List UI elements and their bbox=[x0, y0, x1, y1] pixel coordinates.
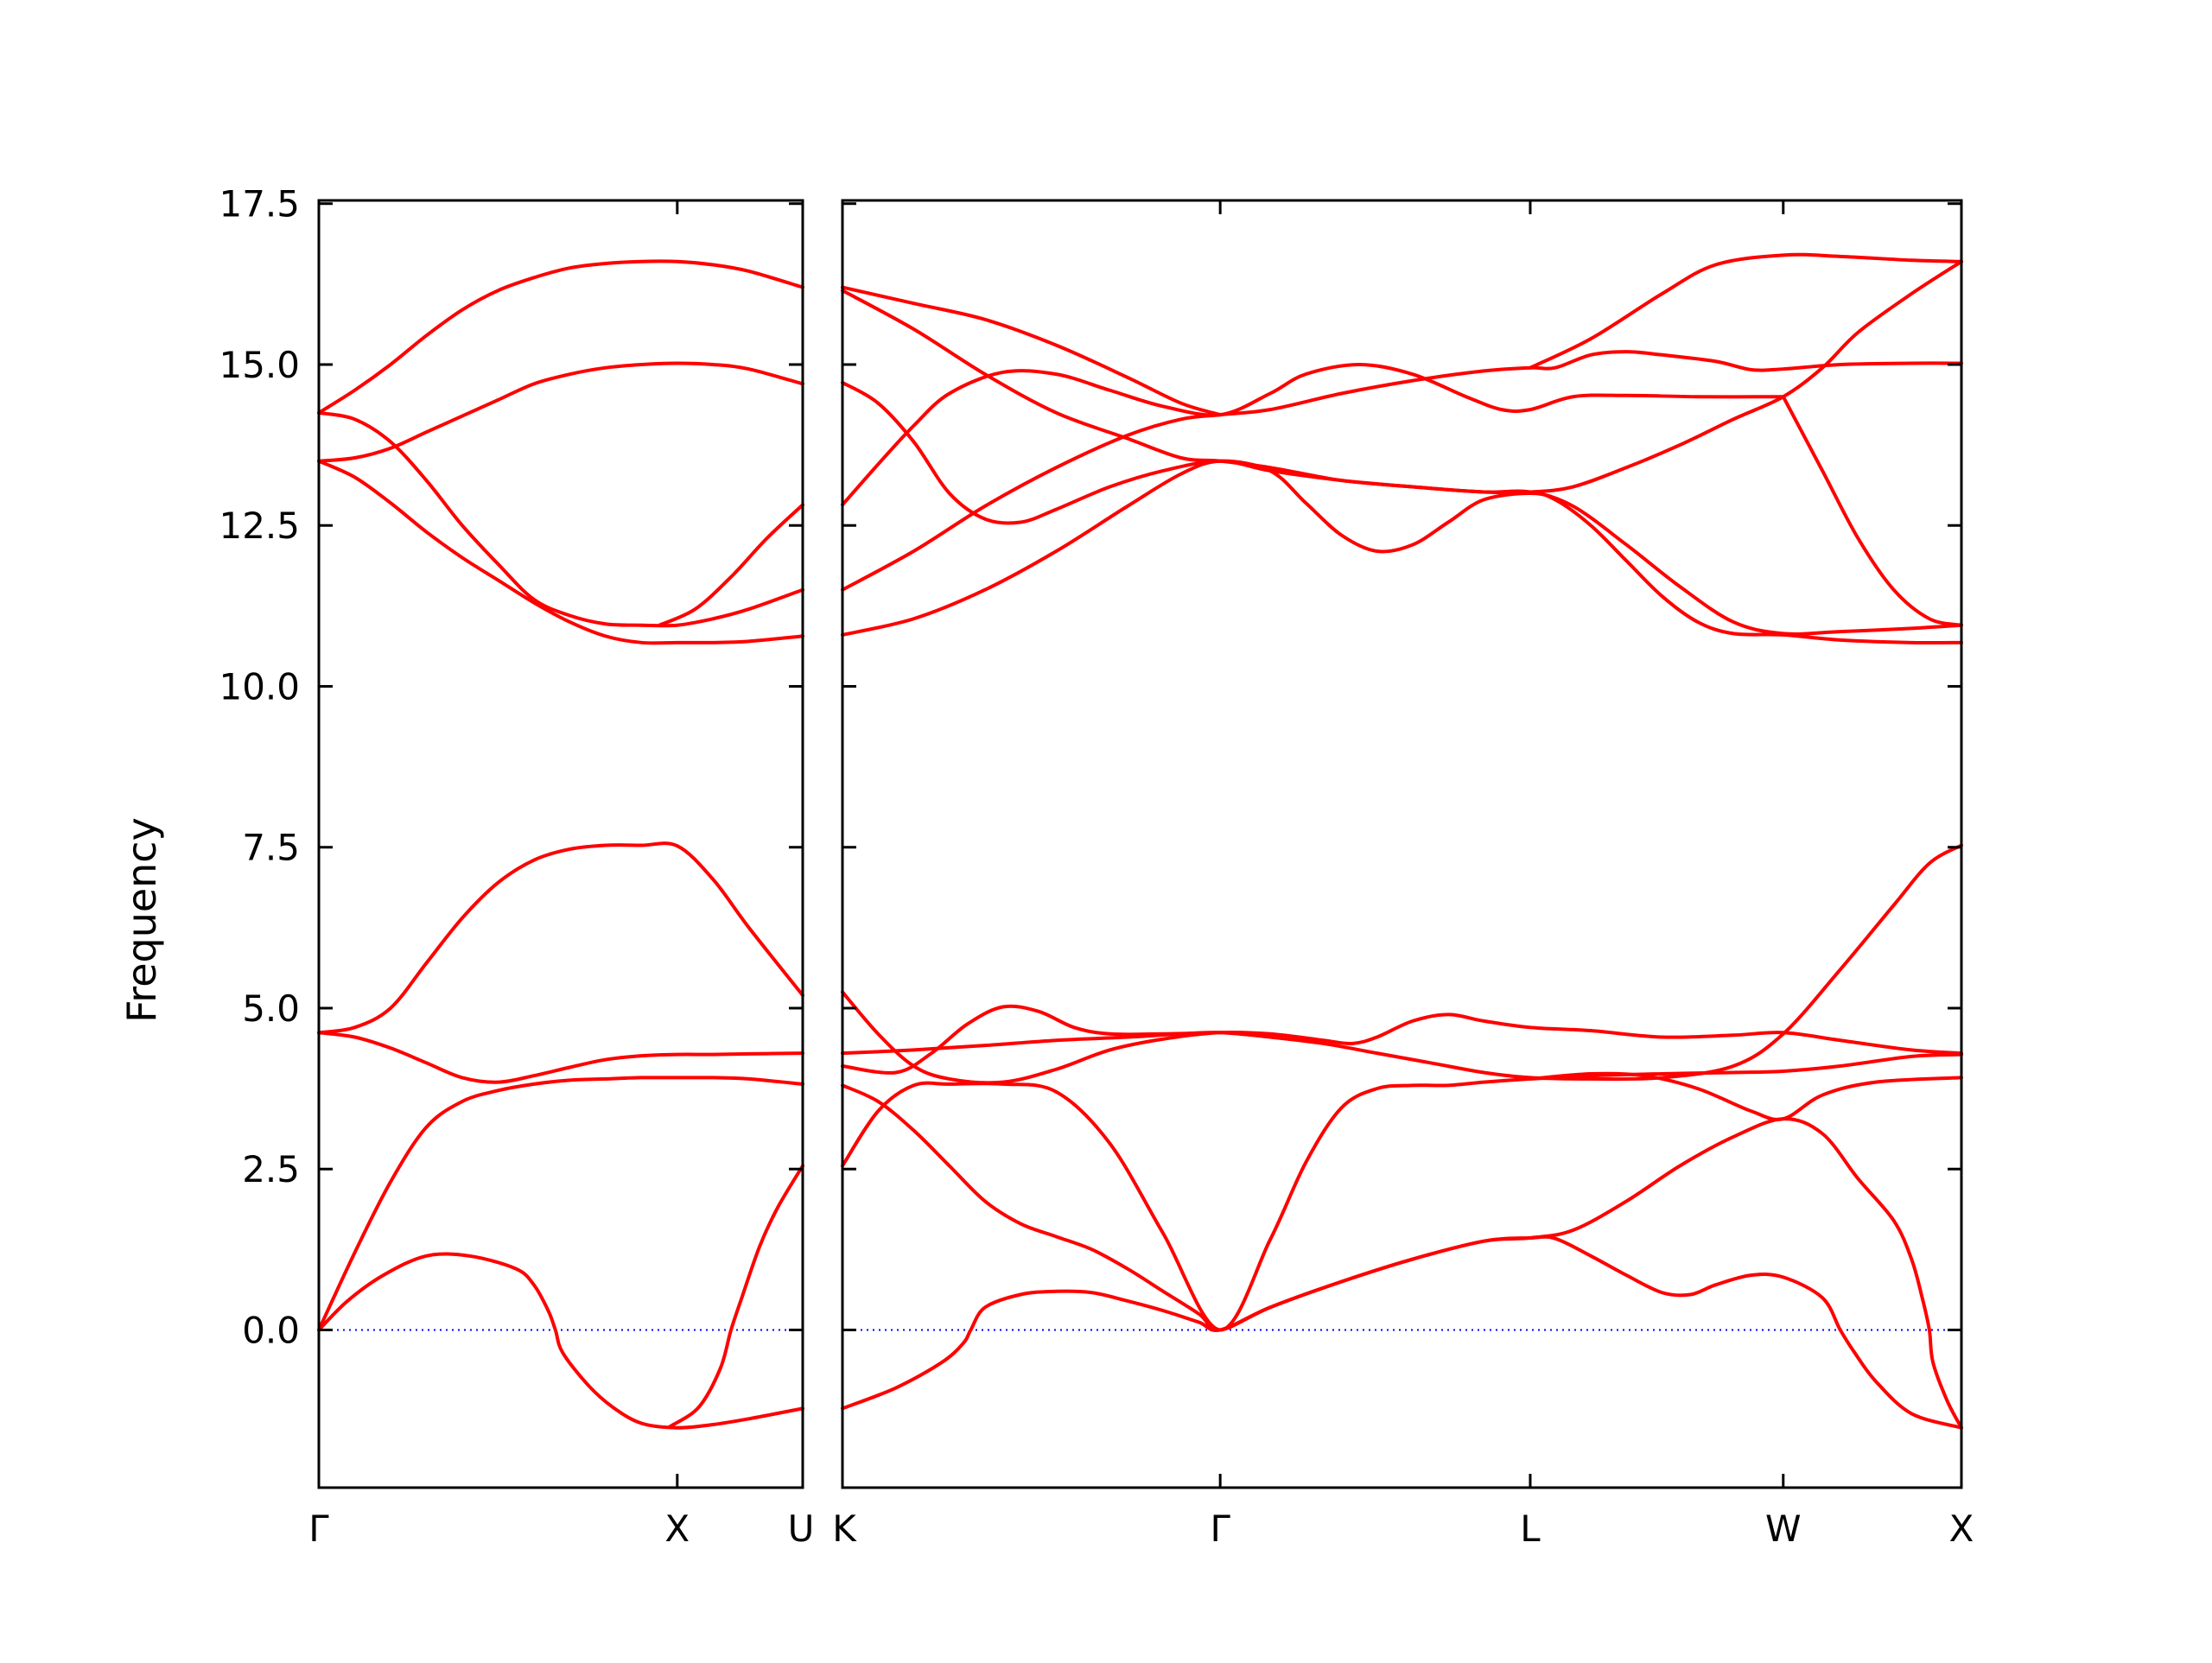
ytick-label-6: 15.0 bbox=[219, 344, 300, 386]
right-band-5 bbox=[841, 1083, 1963, 1430]
right-band-0 bbox=[841, 1235, 1963, 1430]
right-band-3 bbox=[841, 990, 1963, 1085]
ytick-label-2: 5.0 bbox=[242, 987, 300, 1030]
left-band-4 bbox=[317, 459, 804, 645]
left-band-1 bbox=[317, 1076, 804, 1332]
right-band-1 bbox=[841, 1052, 1963, 1332]
right-band-12 bbox=[841, 285, 1223, 417]
right-xtick-label-1: Γ bbox=[1210, 1507, 1230, 1550]
right-frame bbox=[841, 199, 1963, 1489]
left-frame bbox=[317, 199, 804, 1489]
left-band-5 bbox=[317, 410, 804, 628]
left-band-2 bbox=[317, 1031, 804, 1084]
right-band-10 bbox=[841, 259, 1963, 525]
right-band-6 bbox=[1528, 1071, 1963, 1121]
right-xtick-label-2: L bbox=[1520, 1507, 1541, 1550]
right-band-8 bbox=[841, 350, 1963, 592]
left-xtick-label-0: Γ bbox=[308, 1507, 329, 1550]
right-band-14 bbox=[1781, 395, 1963, 627]
left-xtick-label-1: X bbox=[664, 1507, 690, 1550]
right-band-13 bbox=[1528, 252, 1963, 370]
ytick-label-7: 17.5 bbox=[219, 183, 300, 225]
right-band-4 bbox=[841, 1004, 1223, 1075]
right-xtick-label-3: W bbox=[1765, 1507, 1802, 1550]
right-band-11 bbox=[841, 289, 1963, 636]
right-band-2 bbox=[841, 843, 1963, 1082]
left-band-6 bbox=[317, 361, 804, 463]
y-axis: 0.0 2.5 5.0 7.5 10.0 12.5 15.0 17.5 bbox=[219, 183, 300, 1352]
left-band-7 bbox=[317, 259, 804, 415]
right-xtick-label-4: X bbox=[1949, 1507, 1974, 1550]
right-band-9 bbox=[841, 362, 1785, 507]
y-axis-label: Frequency bbox=[118, 817, 165, 1023]
ytick-label-3: 7.5 bbox=[242, 827, 300, 869]
ytick-label-4: 10.0 bbox=[219, 665, 300, 708]
left-band-8 bbox=[658, 503, 804, 627]
ytick-label-5: 12.5 bbox=[219, 505, 300, 547]
left-xtick-label-2: U bbox=[788, 1507, 815, 1550]
right-xtick-label-0: K bbox=[832, 1507, 857, 1550]
ytick-label-0: 0.0 bbox=[242, 1309, 300, 1351]
left-band-9 bbox=[668, 1164, 804, 1429]
right-band-7 bbox=[841, 459, 1963, 645]
left-band-0 bbox=[317, 1252, 804, 1430]
ytick-label-1: 2.5 bbox=[242, 1148, 300, 1190]
left-band-3 bbox=[317, 841, 804, 1035]
